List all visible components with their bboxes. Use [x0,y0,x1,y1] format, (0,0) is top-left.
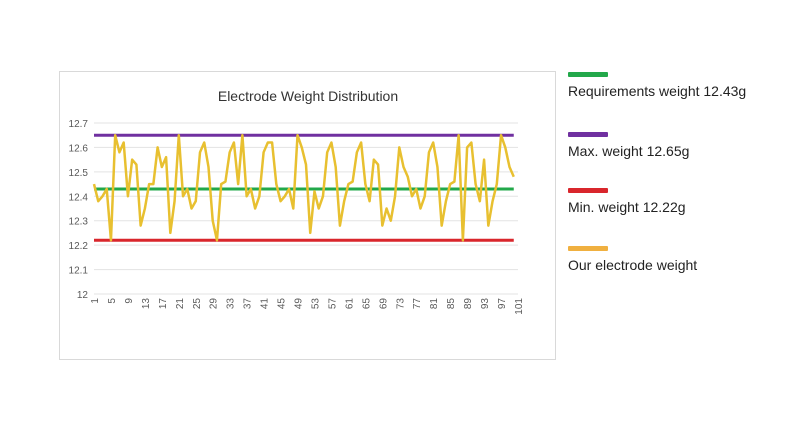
y-tick-label: 12.3 [69,217,89,228]
x-tick-label: 9 [124,298,135,304]
x-tick-label: 69 [378,298,389,310]
y-tick-label: 12.7 [69,119,89,130]
x-tick-label: 85 [446,298,457,310]
x-tick-label: 17 [158,298,169,310]
chart-title: Electrode Weight Distribution [218,88,398,104]
series-layer [92,133,515,242]
series-line-electrode [92,133,515,242]
legend-swatch-min [568,188,608,193]
x-tick-label: 13 [141,298,152,310]
y-tick-label: 12.2 [69,241,89,252]
y-axis: 12 12.1 12.2 12.3 12.4 12.5 12.6 12.7 [69,119,89,301]
x-axis: 1 5 9 13 17 21 25 29 33 37 41 45 49 53 57 61 65 69 73 77 81 8… [90,298,525,315]
x-tick-label: 61 [344,298,355,310]
x-tick-label: 5 [107,298,118,304]
legend-item-min: Min. weight 12.22g [568,188,686,215]
y-tick-label: 12.6 [69,143,89,154]
legend-item-max: Max. weight 12.65g [568,132,689,159]
x-tick-label: 45 [277,298,288,310]
x-tick-label: 53 [310,298,321,310]
y-tick-label: 12.5 [69,168,89,179]
legend-label-electrode: Our electrode weight [568,257,698,273]
x-tick-label: 77 [412,298,423,310]
legend-item-requirements: Requirements weight 12.43g [568,72,746,99]
x-tick-label: 101 [514,298,525,315]
y-tick-label: 12.1 [69,266,89,277]
x-tick-label: 65 [361,298,372,310]
x-tick-label: 21 [175,298,186,310]
y-tick-label: 12 [77,290,89,301]
x-tick-label: 81 [429,298,440,310]
x-tick-label: 25 [192,298,203,310]
x-tick-label: 33 [226,298,237,310]
legend-item-electrode: Our electrode weight [568,246,697,273]
x-tick-label: 89 [463,298,474,310]
x-tick-label: 73 [395,298,406,310]
x-tick-label: 93 [480,298,491,310]
x-tick-label: 29 [209,298,220,310]
x-tick-label: 57 [327,298,338,310]
legend-swatch-electrode [568,246,608,251]
line-chart: Electrode Weight Distribution 12 12.1 12.2… [69,88,525,315]
legend-label-requirements: Requirements weight 12.43g [568,83,747,99]
x-tick-label: 1 [90,298,101,304]
x-tick-label: 49 [294,298,305,310]
legend-label-max: Max. weight 12.65g [568,143,690,159]
chart-frame: Electrode Weight Distribution 12 12.1 12.2… [59,71,556,360]
legend-label-min: Min. weight 12.22g [568,199,686,215]
x-tick-label: 97 [497,298,508,310]
x-tick-label: 37 [243,298,254,310]
legend-swatch-requirements [568,72,608,77]
legend-swatch-max [568,132,608,137]
y-tick-label: 12.4 [69,192,89,203]
x-tick-label: 41 [260,298,271,310]
